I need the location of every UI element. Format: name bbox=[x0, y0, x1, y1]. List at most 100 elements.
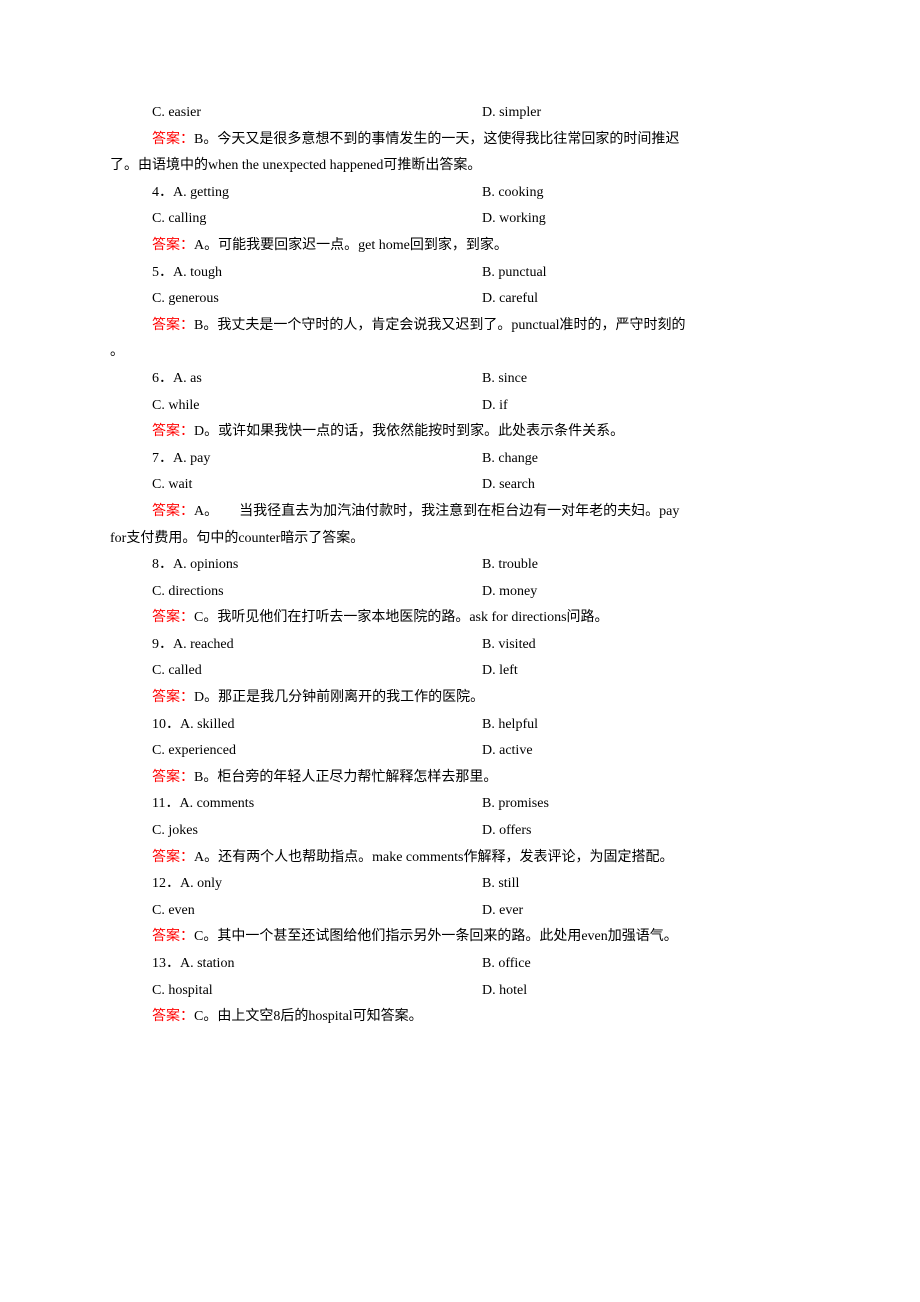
options-row: C. calling D. working bbox=[152, 206, 810, 233]
answer-label: 答案： bbox=[152, 238, 194, 253]
question-num: 8． bbox=[152, 557, 173, 572]
answer-text: B。柜台旁的年轻人正尽力帮忙解释怎样去那里。 bbox=[194, 770, 497, 785]
answer-text: A。还有两个人也帮助指点。make comments作解释，发表评论，为固定搭配… bbox=[194, 850, 673, 865]
question-row: 6．A. as B. since bbox=[152, 366, 810, 393]
option-c: C. easier bbox=[152, 100, 482, 127]
question-num: 9． bbox=[152, 637, 173, 652]
question-num: 12． bbox=[152, 876, 180, 891]
question-row: 9．A. reached B. visited bbox=[152, 632, 810, 659]
option-d: D. search bbox=[482, 472, 810, 499]
question-row: 11．A. comments B. promises bbox=[152, 791, 810, 818]
option-c: C. experienced bbox=[152, 738, 482, 765]
question-num: 13． bbox=[152, 956, 180, 971]
answer-text: C。我听见他们在打听去一家本地医院的路。ask for directions问路… bbox=[194, 610, 609, 625]
options-row: C. easier D. simpler bbox=[152, 100, 810, 127]
option-d: D. if bbox=[482, 393, 810, 420]
question-option-a: 12．A. only bbox=[152, 871, 482, 898]
option-c: C. hospital bbox=[152, 978, 482, 1005]
option-b: B. still bbox=[482, 871, 810, 898]
question-option-a: 8．A. opinions bbox=[152, 552, 482, 579]
option-d: D. hotel bbox=[482, 978, 810, 1005]
document-page: C. easier D. simpler 答案：B。今天又是很多意想不到的事情发… bbox=[0, 0, 920, 1302]
question-row: 13．A. station B. office bbox=[152, 951, 810, 978]
question-row: 7．A. pay B. change bbox=[152, 446, 810, 473]
option-b: B. cooking bbox=[482, 180, 810, 207]
options-row: C. while D. if bbox=[152, 393, 810, 420]
options-row: C. called D. left bbox=[152, 658, 810, 685]
answer-text: A。可能我要回家迟一点。get home回到家，到家。 bbox=[194, 238, 508, 253]
option-d: D. working bbox=[482, 206, 810, 233]
option-c: C. generous bbox=[152, 286, 482, 313]
answer-label: 答案： bbox=[152, 1009, 194, 1024]
answer-label: 答案： bbox=[152, 424, 194, 439]
option-a: A. station bbox=[180, 956, 234, 971]
option-a: A. pay bbox=[173, 451, 210, 466]
answer-text: C。其中一个甚至还试图给他们指示另外一条回来的路。此处用even加强语气。 bbox=[194, 929, 678, 944]
option-c: C. wait bbox=[152, 472, 482, 499]
answer-text: D。那正是我几分钟前刚离开的我工作的医院。 bbox=[194, 690, 484, 705]
question-row: 8．A. opinions B. trouble bbox=[152, 552, 810, 579]
option-b: B. visited bbox=[482, 632, 810, 659]
question-option-a: 9．A. reached bbox=[152, 632, 482, 659]
option-c: C. directions bbox=[152, 579, 482, 606]
options-row: C. jokes D. offers bbox=[152, 818, 810, 845]
option-a: A. only bbox=[180, 876, 222, 891]
question-row: 5．A. tough B. punctual bbox=[152, 260, 810, 287]
options-row: C. hospital D. hotel bbox=[152, 978, 810, 1005]
answer-label: 答案： bbox=[152, 929, 194, 944]
option-b: B. promises bbox=[482, 791, 810, 818]
answer-line: 答案：D。或许如果我快一点的话，我依然能按时到家。此处表示条件关系。 bbox=[152, 419, 810, 446]
answer-line: 答案：C。其中一个甚至还试图给他们指示另外一条回来的路。此处用even加强语气。 bbox=[152, 924, 810, 951]
question-num: 7． bbox=[152, 451, 173, 466]
question-row: 12．A. only B. still bbox=[152, 871, 810, 898]
question-num: 10． bbox=[152, 717, 180, 732]
option-b: B. since bbox=[482, 366, 810, 393]
options-row: C. wait D. search bbox=[152, 472, 810, 499]
option-c: C. called bbox=[152, 658, 482, 685]
option-d: D. careful bbox=[482, 286, 810, 313]
answer-wrap: 了。由语境中的when the unexpected happened可推断出答… bbox=[110, 153, 810, 180]
option-b: B. change bbox=[482, 446, 810, 473]
option-c: C. calling bbox=[152, 206, 482, 233]
answer-text: D。或许如果我快一点的话，我依然能按时到家。此处表示条件关系。 bbox=[194, 424, 624, 439]
answer-label: 答案： bbox=[152, 690, 194, 705]
options-row: C. directions D. money bbox=[152, 579, 810, 606]
option-d: D. offers bbox=[482, 818, 810, 845]
option-c: C. jokes bbox=[152, 818, 482, 845]
answer-line: 答案：B。我丈夫是一个守时的人，肯定会说我又迟到了。punctual准时的，严守… bbox=[152, 313, 810, 340]
answer-line: 答案：B。柜台旁的年轻人正尽力帮忙解释怎样去那里。 bbox=[152, 765, 810, 792]
option-d: D. ever bbox=[482, 898, 810, 925]
question-option-a: 4．A. getting bbox=[152, 180, 482, 207]
option-d: D. money bbox=[482, 579, 810, 606]
option-a: A. comments bbox=[179, 796, 254, 811]
options-row: C. even D. ever bbox=[152, 898, 810, 925]
option-a: A. as bbox=[173, 371, 202, 386]
option-d: D. simpler bbox=[482, 100, 810, 127]
answer-label: 答案： bbox=[152, 850, 194, 865]
question-num: 6． bbox=[152, 371, 173, 386]
question-option-a: 13．A. station bbox=[152, 951, 482, 978]
option-d: D. active bbox=[482, 738, 810, 765]
question-option-a: 11．A. comments bbox=[152, 791, 482, 818]
answer-text: C。由上文空8后的hospital可知答案。 bbox=[194, 1009, 423, 1024]
answer-label: 答案： bbox=[152, 318, 194, 333]
answer-wrap: 。 bbox=[110, 339, 810, 366]
answer-label: 答案： bbox=[152, 504, 194, 519]
question-option-a: 7．A. pay bbox=[152, 446, 482, 473]
answer-label: 答案： bbox=[152, 770, 194, 785]
answer-wrap: for支付费用。句中的counter暗示了答案。 bbox=[110, 526, 810, 553]
answer-line: 答案：A。还有两个人也帮助指点。make comments作解释，发表评论，为固… bbox=[152, 845, 810, 872]
option-b: B. office bbox=[482, 951, 810, 978]
option-c: C. while bbox=[152, 393, 482, 420]
option-b: B. punctual bbox=[482, 260, 810, 287]
answer-line: 答案：A。 当我径直去为加汽油付款时，我注意到在柜台边有一对年老的夫妇。pay bbox=[152, 499, 810, 526]
option-a: A. getting bbox=[173, 185, 229, 200]
option-a: A. opinions bbox=[173, 557, 238, 572]
options-row: C. generous D. careful bbox=[152, 286, 810, 313]
option-c: C. even bbox=[152, 898, 482, 925]
option-a: A. skilled bbox=[180, 717, 234, 732]
question-num: 11． bbox=[152, 796, 179, 811]
answer-text: A。 当我径直去为加汽油付款时，我注意到在柜台边有一对年老的夫妇。pay bbox=[194, 504, 679, 519]
answer-text: B。我丈夫是一个守时的人，肯定会说我又迟到了。punctual准时的，严守时刻的 bbox=[194, 318, 686, 333]
answer-line: 答案：C。由上文空8后的hospital可知答案。 bbox=[152, 1004, 810, 1031]
